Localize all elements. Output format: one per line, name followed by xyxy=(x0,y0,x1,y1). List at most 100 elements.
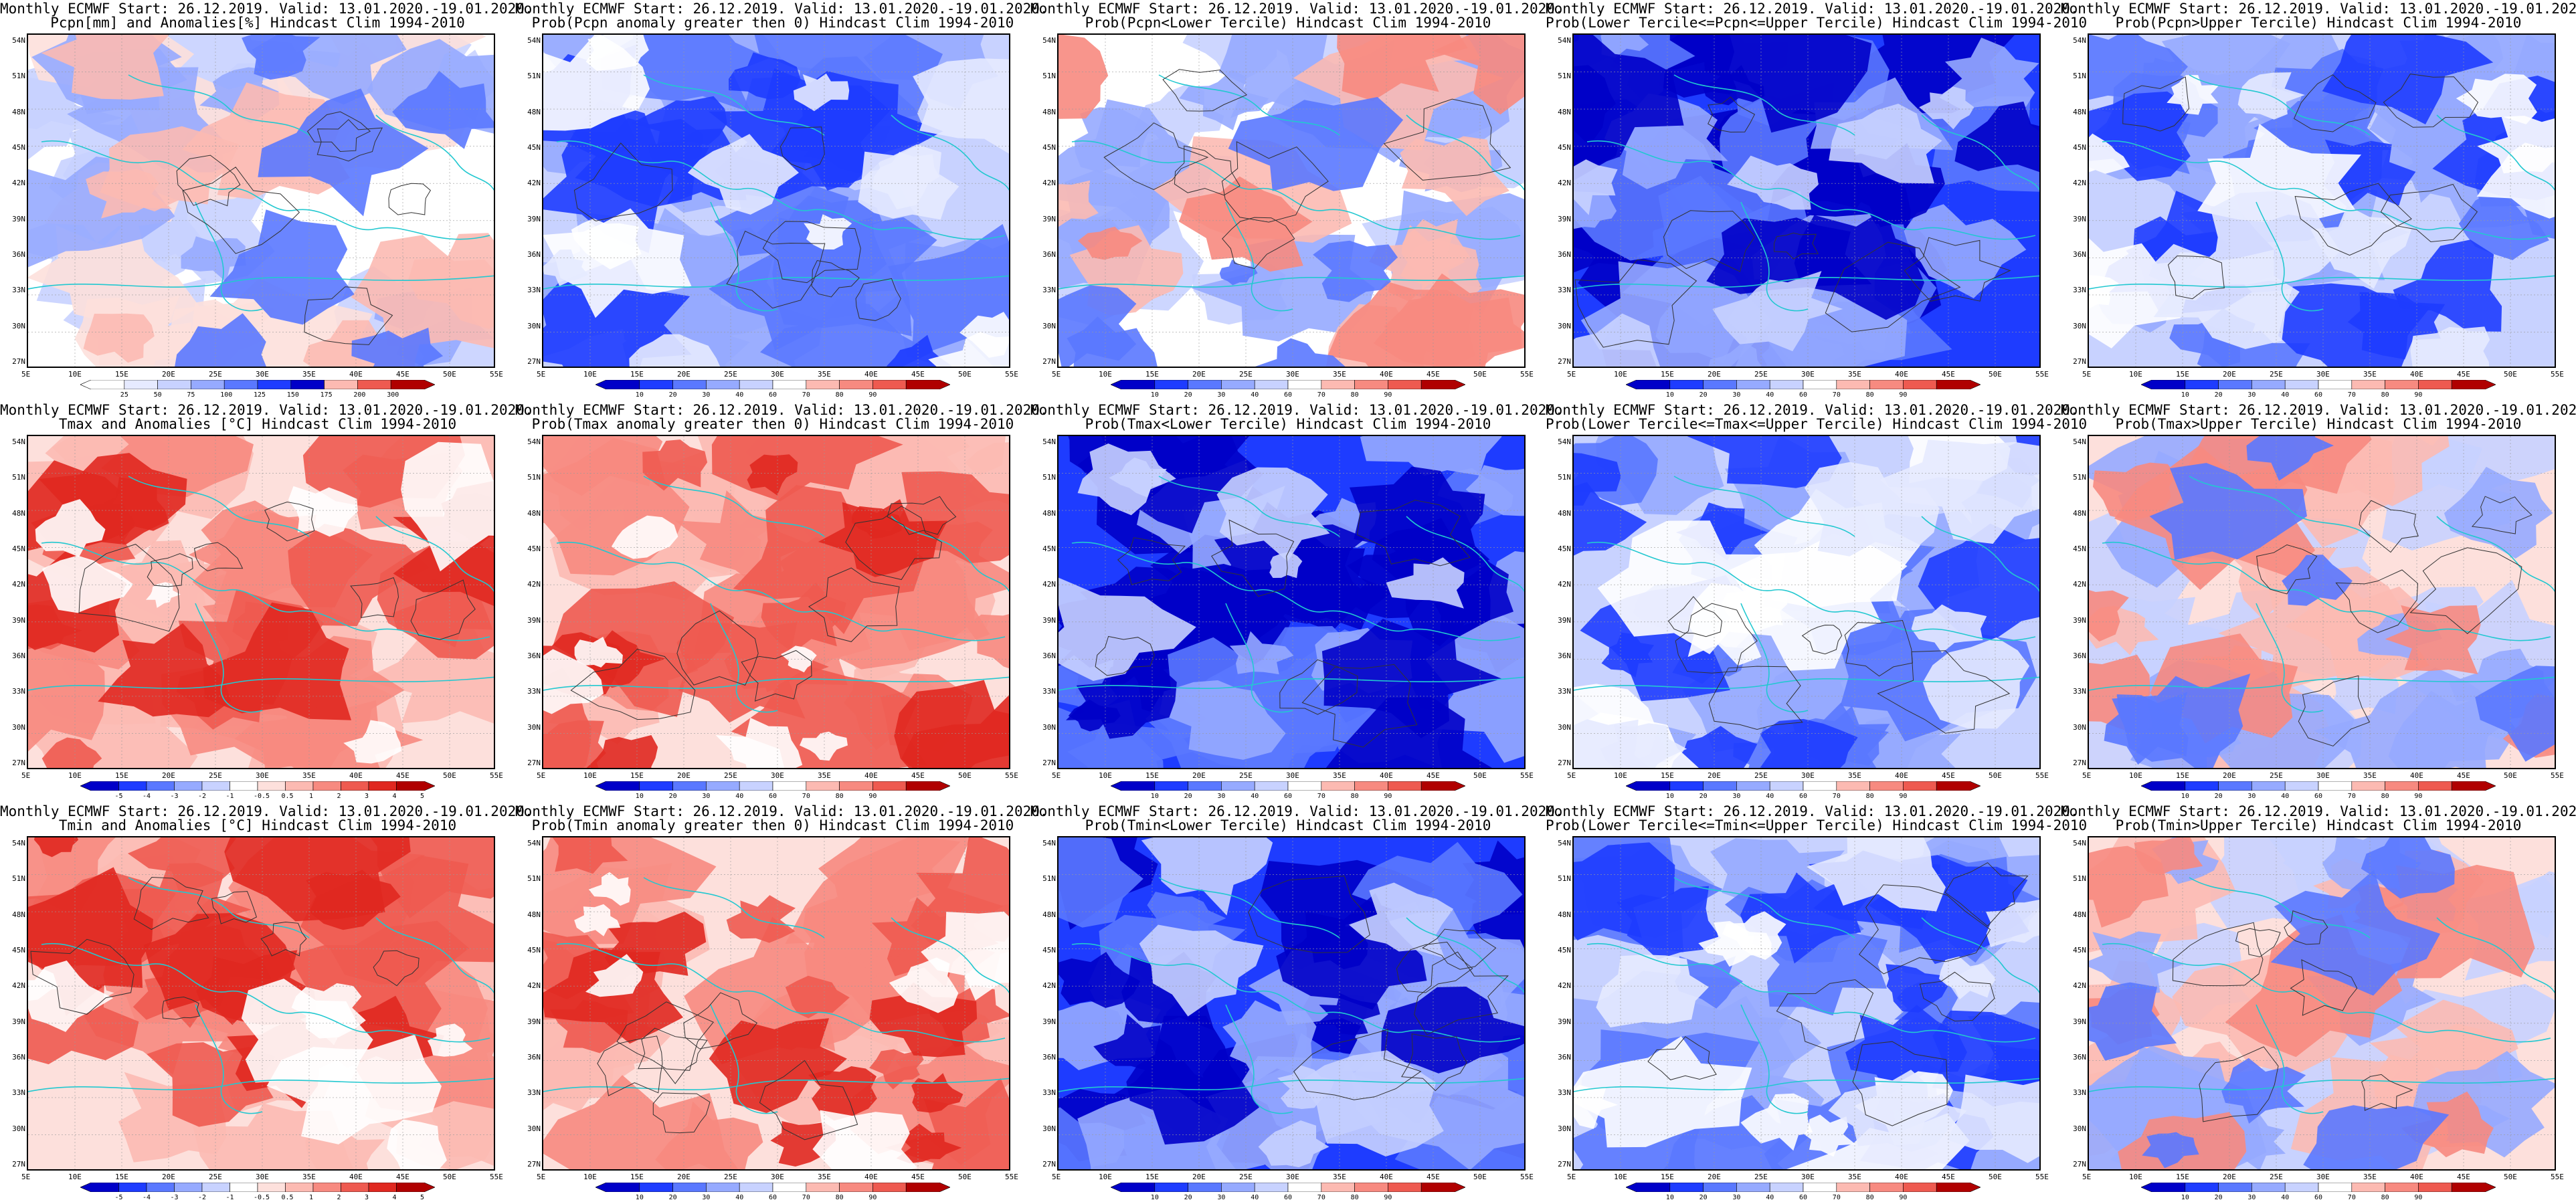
field-shade xyxy=(1077,443,1176,516)
colorbar-label: 60 xyxy=(1284,793,1293,800)
field-shade xyxy=(1126,1015,1259,1145)
coastline xyxy=(128,877,310,938)
colorbar xyxy=(2141,380,2496,389)
longitude-label: 30E xyxy=(1286,1173,1299,1181)
latitude-label: 36N xyxy=(12,250,25,259)
contour-line xyxy=(2167,256,2225,300)
panel-subtitle: Prob(Tmin>Upper Tercile) Hindcast Clim 1… xyxy=(2115,817,2522,833)
colorbar-label: 20 xyxy=(1699,793,1708,800)
coastline xyxy=(543,275,1009,290)
colorbar-label: 125 xyxy=(254,391,266,399)
field-shade xyxy=(715,718,803,768)
field-shade xyxy=(858,144,959,220)
map-panel-tmax-prob-gt0: Monthly ECMWF Start: 26.12.2019. Valid: … xyxy=(515,401,1048,803)
map-plot-area xyxy=(542,435,1010,769)
longitude-label: 30E xyxy=(256,1173,269,1181)
map-plot-area xyxy=(1057,836,1526,1171)
longitude-label: 50E xyxy=(958,1173,972,1181)
latitude-label: 33N xyxy=(1042,286,1056,295)
contour-line xyxy=(373,950,420,987)
colorbar-swatch xyxy=(2385,1183,2419,1192)
coastline xyxy=(643,74,825,136)
latitude-label: 45N xyxy=(12,544,25,553)
colorbar-swatch xyxy=(285,1183,314,1192)
colorbar-swatch xyxy=(290,380,325,389)
latitude-label: 30N xyxy=(1042,321,1056,330)
colorbar-swatch xyxy=(1388,781,1422,791)
field-shade xyxy=(2089,133,2130,174)
colorbar-swatch xyxy=(672,781,707,791)
colorbar-label: 90 xyxy=(868,1194,877,1201)
colorbar-swatch xyxy=(595,1183,640,1192)
field-shade xyxy=(2282,555,2353,606)
colorbar-swatch xyxy=(1154,781,1188,791)
coastline xyxy=(1406,516,1524,593)
field-shade xyxy=(1325,697,1493,768)
field-shade xyxy=(1986,899,2039,947)
field-shade xyxy=(1574,35,1684,172)
field-shade xyxy=(553,581,735,717)
colorbar-label: 10 xyxy=(1665,793,1674,800)
longitude-label: 45E xyxy=(2457,771,2470,780)
latitude-label: 27N xyxy=(12,1160,25,1169)
field-shade xyxy=(427,1023,473,1057)
latitude-label: 39N xyxy=(1558,615,1571,625)
contour-line xyxy=(304,286,393,345)
latitude-label: 39N xyxy=(12,214,25,223)
longitude-label: 25E xyxy=(724,771,737,780)
coastline xyxy=(375,516,494,593)
field-shade xyxy=(729,52,801,100)
map-panel-tmin-prob-upper: Monthly ECMWF Start: 26.12.2019. Valid: … xyxy=(2061,803,2576,1204)
colorbar-label: 10 xyxy=(2181,1194,2189,1201)
contour-line xyxy=(762,221,861,284)
field-shade xyxy=(889,957,959,1013)
field-shade xyxy=(1074,107,1152,173)
longitude-label: 55E xyxy=(1520,771,1534,780)
longitude-label: 40E xyxy=(864,771,878,780)
latitude-label: 45N xyxy=(1558,143,1571,152)
longitude-label: 35E xyxy=(2363,370,2377,379)
longitude-label: 35E xyxy=(818,370,831,379)
latitude-label: 36N xyxy=(2073,651,2086,660)
field-shade xyxy=(1829,104,1942,184)
contour-line xyxy=(638,1027,708,1084)
map-plot-area xyxy=(1572,836,2041,1171)
coastline xyxy=(128,74,310,136)
field-shade xyxy=(224,837,411,922)
latitude-label: 45N xyxy=(1042,544,1056,553)
colorbar-swatch xyxy=(595,781,640,791)
colorbar-label: 80 xyxy=(835,793,844,800)
longitude-label: 20E xyxy=(1708,370,1721,379)
longitude-label: 5E xyxy=(1052,1173,1061,1181)
colorbar-label: 40 xyxy=(735,1194,744,1201)
latitude-label: 45N xyxy=(527,143,541,152)
colorbar-swatch xyxy=(201,1183,230,1192)
colorbar-label: -2 xyxy=(198,1194,207,1201)
contour-line xyxy=(1396,941,1473,993)
longitude-label: 30E xyxy=(1801,1173,1815,1181)
colorbar-swatch xyxy=(706,380,740,389)
contour-line xyxy=(1222,217,1295,270)
colorbar-label: 80 xyxy=(2381,391,2389,399)
colorbar-swatch xyxy=(872,1183,907,1192)
colorbar-swatch xyxy=(905,380,950,389)
field-shade xyxy=(203,602,351,720)
longitude-label: 55E xyxy=(1005,1173,1018,1181)
field-shade xyxy=(761,582,846,653)
coastline xyxy=(2089,275,2555,290)
latitude-label: 54N xyxy=(527,437,541,446)
colorbar-swatch xyxy=(1903,1183,1937,1192)
colorbar-swatch xyxy=(872,380,907,389)
latitude-label: 39N xyxy=(2073,1017,2086,1026)
field-shade xyxy=(1229,631,1294,675)
map-field xyxy=(1059,837,1524,1169)
latitude-label: 27N xyxy=(1042,357,1056,366)
coastline xyxy=(2189,476,2371,537)
field-shade xyxy=(1139,924,1264,1017)
longitude-label: 40E xyxy=(1380,370,1393,379)
latitude-label: 42N xyxy=(1558,179,1571,188)
field-shade xyxy=(2322,35,2494,124)
colorbar-label: 60 xyxy=(769,1194,777,1201)
colorbar-label: 80 xyxy=(1865,793,1874,800)
longitude-label: 25E xyxy=(2270,1173,2283,1181)
